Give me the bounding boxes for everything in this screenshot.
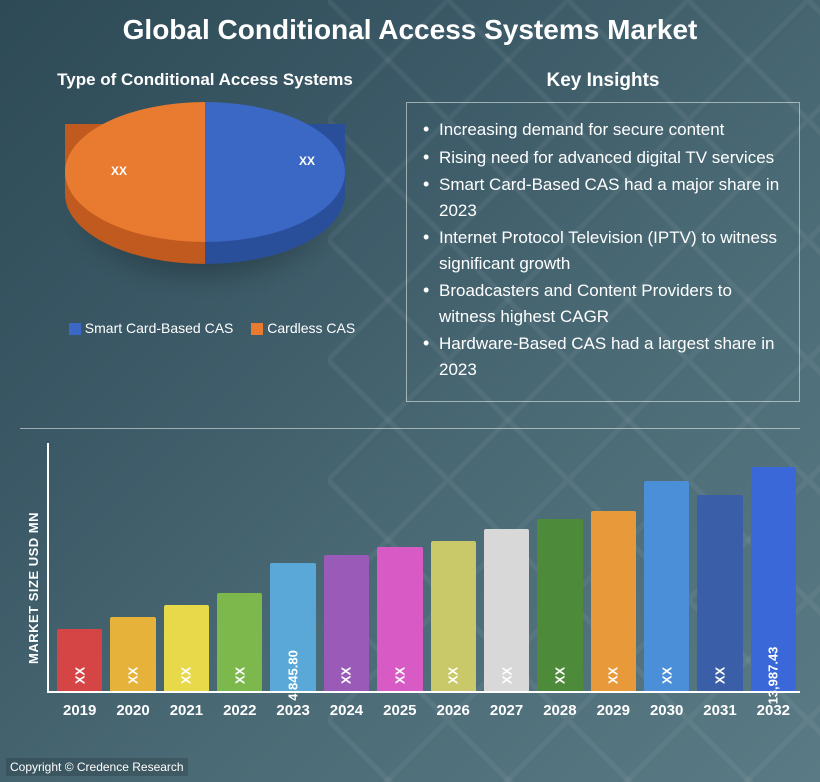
bar-value-2031: XX	[712, 667, 727, 684]
bar-plot: XX XX XX XX 4,845.80 XX XX XX XX XX XX XX XX 13,987.4…	[47, 443, 800, 693]
bar-value-2030: XX	[659, 667, 674, 684]
x-label-2022: 2022	[217, 702, 262, 719]
insight-item: Hardware-Based CAS had a largest share i…	[417, 331, 781, 382]
pie-label-smartcard: XX	[299, 154, 315, 168]
legend-label-smartcard: Smart Card-Based CAS	[85, 320, 234, 336]
x-label-2025: 2025	[377, 702, 422, 719]
bar-value-2028: XX	[552, 667, 567, 684]
x-label-2026: 2026	[431, 702, 476, 719]
legend-label-cardless: Cardless CAS	[267, 320, 355, 336]
insights-box: Increasing demand for secure contentRisi…	[406, 102, 800, 402]
bar-value-2029: XX	[606, 667, 621, 684]
pie-chart: XX XX	[65, 102, 345, 302]
x-label-2021: 2021	[164, 702, 209, 719]
bar-2032: 13,987.43	[751, 467, 796, 691]
x-label-2020: 2020	[110, 702, 155, 719]
insights-list: Increasing demand for secure contentRisi…	[417, 117, 781, 382]
bar-2021: XX	[164, 605, 209, 691]
insight-item: Increasing demand for secure content	[417, 117, 781, 143]
x-label-2030: 2030	[644, 702, 689, 719]
bars-container: XX XX XX XX 4,845.80 XX XX XX XX XX XX XX XX 13,987.4…	[57, 451, 796, 691]
bar-2024: XX	[324, 555, 369, 691]
insight-item: Rising need for advanced digital TV serv…	[417, 145, 781, 171]
page-title: Global Conditional Access Systems Market	[0, 0, 820, 50]
insight-item: Smart Card-Based CAS had a major share i…	[417, 172, 781, 223]
x-label-2031: 2031	[697, 702, 742, 719]
insight-item: Broadcasters and Content Providers to wi…	[417, 278, 781, 329]
bar-value-2023: 4,845.80	[286, 650, 301, 701]
bar-value-2020: XX	[126, 667, 141, 684]
bar-value-2021: XX	[179, 667, 194, 684]
legend-swatch-cardless	[251, 323, 263, 335]
pie-title: Type of Conditional Access Systems	[20, 70, 390, 90]
x-label-2029: 2029	[591, 702, 636, 719]
copyright-text: Copyright © Credence Research	[6, 758, 188, 776]
section-divider	[20, 428, 800, 429]
bar-2025: XX	[377, 547, 422, 691]
x-label-2028: 2028	[537, 702, 582, 719]
pie-label-cardless: XX	[111, 164, 127, 178]
bar-value-2024: XX	[339, 667, 354, 684]
bar-value-2027: XX	[499, 667, 514, 684]
top-row: Type of Conditional Access Systems XX XX…	[0, 70, 820, 402]
pie-slice-smartcard	[205, 102, 345, 242]
bar-value-2025: XX	[392, 667, 407, 684]
bar-2028: XX	[537, 519, 582, 691]
bar-value-2032: 13,987.43	[766, 647, 781, 705]
insight-item: Internet Protocol Television (IPTV) to w…	[417, 225, 781, 276]
bar-value-2026: XX	[446, 667, 461, 684]
y-axis-label: MARKET SIZE USD MN	[20, 443, 47, 733]
insights-column: Key Insights Increasing demand for secur…	[406, 70, 800, 402]
x-axis-labels: 2019 2020 2021 2022 2023 2024 2025 2026 2027 2028…	[57, 702, 796, 719]
bar-2026: XX	[431, 541, 476, 691]
x-label-2024: 2024	[324, 702, 369, 719]
insights-title: Key Insights	[406, 70, 800, 92]
x-label-2027: 2027	[484, 702, 529, 719]
bar-2020: XX	[110, 617, 155, 691]
bar-2027: XX	[484, 529, 529, 691]
bar-chart-area: MARKET SIZE USD MN XXXXXXXX4,845.80XXXXX…	[20, 443, 800, 733]
pie-slice-cardless	[65, 102, 205, 242]
bar-value-2022: XX	[232, 667, 247, 684]
legend-swatch-smartcard	[69, 323, 81, 335]
bar-2023: 4,845.80	[270, 563, 315, 691]
x-label-2019: 2019	[57, 702, 102, 719]
bar-value-2019: XX	[72, 667, 87, 684]
bar-2022: XX	[217, 593, 262, 691]
bar-2019: XX	[57, 629, 102, 691]
x-label-2023: 2023	[270, 702, 315, 719]
x-label-2032: 2032	[751, 702, 796, 719]
bar-2031: XX	[697, 495, 742, 691]
bar-2030: XX	[644, 481, 689, 691]
pie-column: Type of Conditional Access Systems XX XX…	[20, 70, 390, 402]
bar-2029: XX	[591, 511, 636, 691]
pie-legend: Smart Card-Based CAS Cardless CAS	[20, 320, 390, 336]
